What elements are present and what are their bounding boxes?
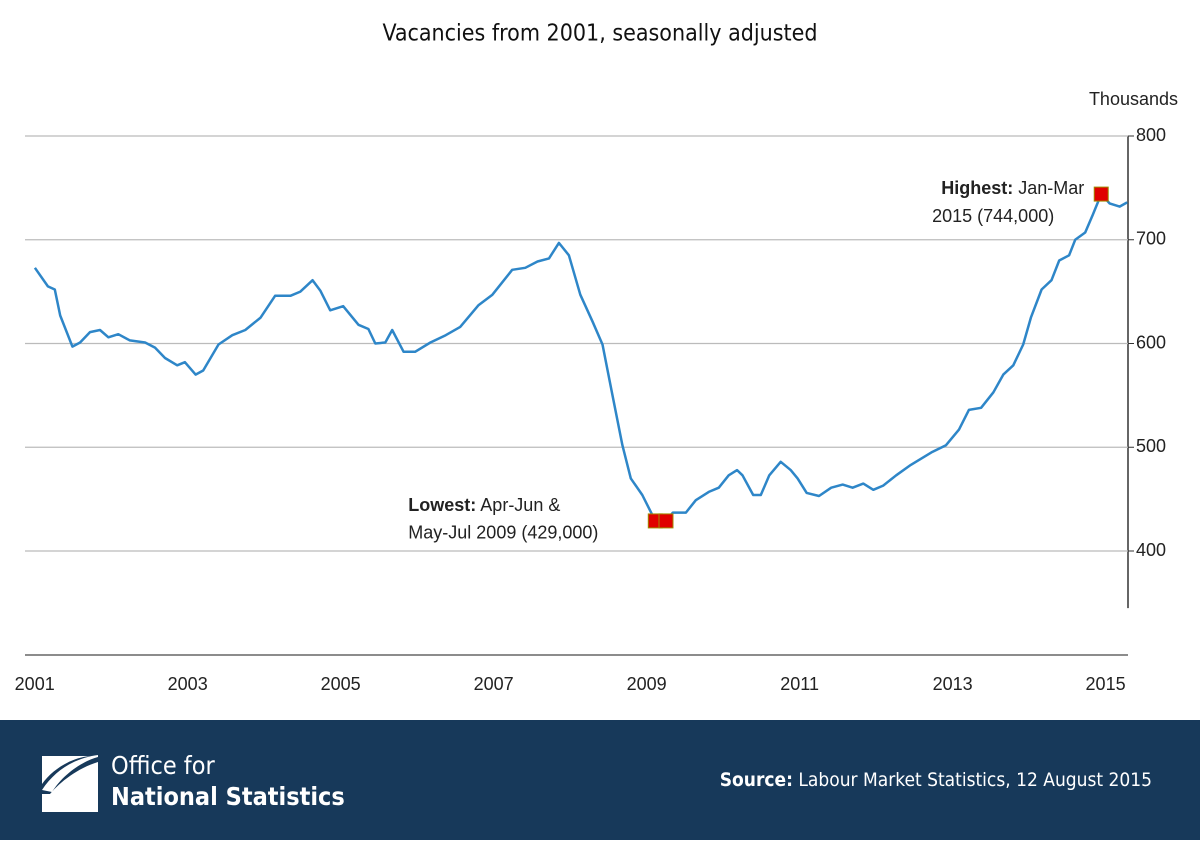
chart-title: Vacancies from 2001, seasonally adjusted (382, 21, 817, 47)
x-tick-label: 2009 (627, 674, 667, 694)
y-tick-label: 800 (1136, 125, 1166, 145)
annotation: Highest: Jan-Mar (941, 178, 1084, 198)
annotation: 2015 (744,000) (932, 206, 1054, 226)
logo (42, 755, 98, 812)
logo-text: Office for (111, 751, 215, 780)
marker (658, 513, 674, 529)
annotation-bold: Highest: (941, 178, 1013, 198)
x-tick-label: 2011 (780, 674, 819, 694)
x-tick-label: 2003 (168, 674, 208, 694)
x-tick-label: 2007 (474, 674, 514, 694)
annotation-bold: Lowest: (408, 495, 476, 515)
y-tick-label: 500 (1136, 436, 1166, 456)
data-line (33, 192, 1128, 523)
source-label: Source: (720, 769, 793, 791)
logo-text: National Statistics (111, 782, 345, 811)
y-tick-label: 400 (1136, 540, 1166, 560)
y-tick-label: 600 (1136, 332, 1166, 352)
annotation-text: Jan-Mar (1013, 178, 1084, 198)
x-tick-label: 2001 (15, 674, 55, 694)
footer-band (0, 720, 1200, 840)
x-tick-label: 2015 (1086, 674, 1126, 694)
y-tick-label: 700 (1136, 229, 1166, 249)
x-tick-label: 2013 (933, 674, 973, 694)
x-tick-label: 2005 (321, 674, 361, 694)
y-unit: Thousands (1089, 89, 1178, 109)
source: Source: Labour Market Statistics, 12 Aug… (720, 769, 1152, 791)
source-text: Labour Market Statistics, 12 August 2015 (798, 769, 1152, 791)
annotation-text: Apr-Jun & (476, 495, 560, 515)
annotation: May-Jul 2009 (429,000) (408, 523, 598, 543)
marker (1093, 186, 1109, 202)
annotation: Lowest: Apr-Jun & (408, 495, 560, 515)
